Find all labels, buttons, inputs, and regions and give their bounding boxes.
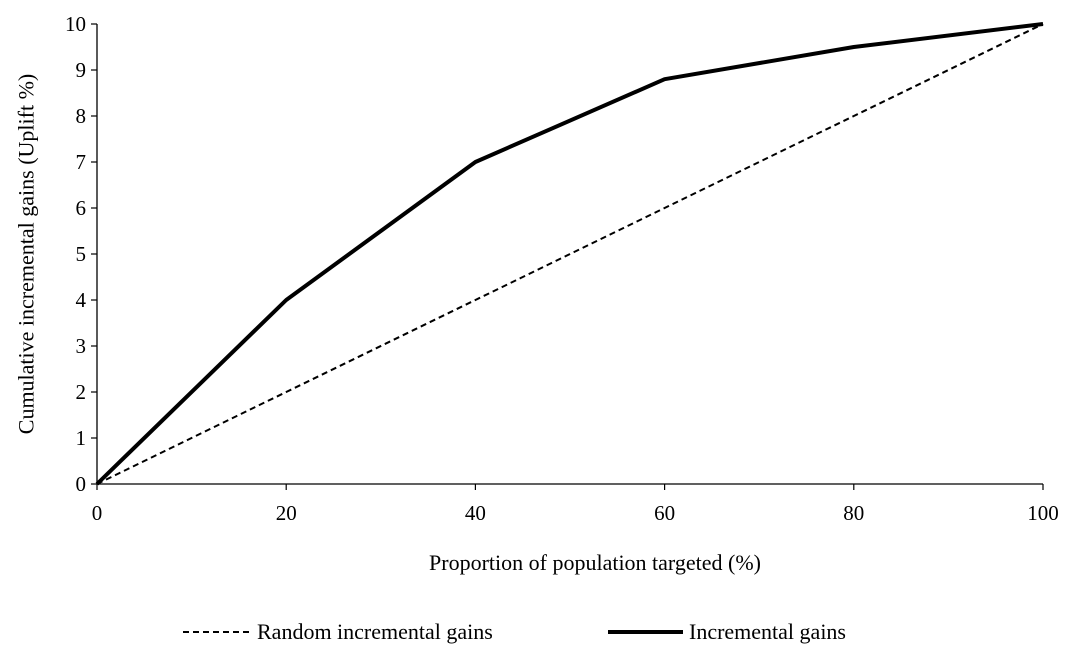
y-tick-label: 8 (76, 104, 87, 128)
y-tick-label: 7 (76, 150, 87, 174)
x-tick-label: 80 (843, 501, 864, 525)
legend: Random incremental gains Incremental gain… (183, 619, 846, 644)
random-gains-line (96, 23, 1044, 485)
y-axis-label: Cumulative incremental gains (Uplift %) (14, 74, 39, 434)
y-tick-label: 3 (76, 334, 87, 358)
x-tick-label: 40 (465, 501, 486, 525)
y-tick-label: 1 (76, 426, 87, 450)
y-tick-label: 4 (76, 288, 87, 312)
y-tick-label: 2 (76, 380, 87, 404)
labels-layer: Proportion of population targeted (%) Cu… (14, 74, 761, 575)
incremental-gains-line (95, 22, 1044, 486)
y-tick-label: 5 (76, 242, 87, 266)
legend-label: Random incremental gains (257, 619, 493, 644)
y-tick-label: 10 (65, 12, 86, 36)
x-tick-label: 60 (654, 501, 675, 525)
x-tick-label: 100 (1027, 501, 1059, 525)
y-tick-label: 6 (76, 196, 87, 220)
y-tick-label: 0 (76, 472, 87, 496)
legend-label: Incremental gains (689, 619, 846, 644)
x-tick-label: 20 (276, 501, 297, 525)
y-tick-label: 9 (76, 58, 87, 82)
x-tick-label: 0 (92, 501, 103, 525)
series-layer (95, 22, 1044, 486)
x-axis-label: Proportion of population targeted (%) (429, 550, 761, 575)
